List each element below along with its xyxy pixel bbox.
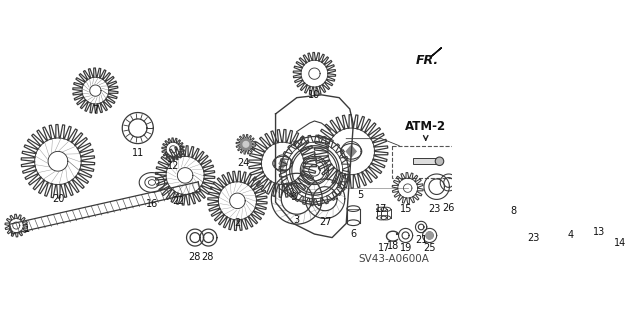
Text: 20: 20 — [52, 194, 64, 204]
Text: 19: 19 — [399, 243, 412, 253]
Text: 28: 28 — [202, 252, 214, 262]
Text: 11: 11 — [132, 148, 144, 158]
Text: 17: 17 — [378, 243, 390, 253]
Text: 9: 9 — [290, 192, 296, 202]
Text: 6: 6 — [350, 229, 356, 239]
Text: 26: 26 — [442, 203, 455, 213]
Text: 23: 23 — [428, 204, 441, 214]
Polygon shape — [426, 232, 433, 239]
Text: 14: 14 — [614, 238, 627, 248]
Text: 1: 1 — [24, 224, 30, 234]
Text: 8: 8 — [510, 206, 516, 216]
Text: FR.: FR. — [415, 55, 438, 67]
Text: 28: 28 — [188, 252, 200, 262]
Text: 18: 18 — [387, 241, 399, 251]
Text: 5: 5 — [357, 190, 364, 200]
Text: 2: 2 — [234, 219, 241, 228]
Text: 25: 25 — [423, 243, 436, 253]
Bar — [392, 146, 460, 177]
Text: 16: 16 — [146, 199, 158, 209]
Text: SV43-A0600A: SV43-A0600A — [359, 255, 429, 264]
Ellipse shape — [435, 157, 444, 166]
Text: 13: 13 — [593, 227, 605, 237]
Text: 24: 24 — [237, 159, 250, 168]
Text: 3: 3 — [294, 215, 300, 225]
Text: 15: 15 — [400, 204, 412, 214]
Polygon shape — [279, 159, 286, 168]
Text: ATM-2: ATM-2 — [405, 120, 446, 133]
Text: 17: 17 — [376, 204, 388, 214]
Polygon shape — [240, 139, 252, 150]
Text: 4: 4 — [568, 230, 574, 240]
Text: 23: 23 — [527, 233, 540, 242]
Text: 21: 21 — [415, 235, 428, 245]
Polygon shape — [346, 146, 356, 157]
Polygon shape — [430, 48, 442, 57]
Text: 12: 12 — [167, 160, 179, 171]
Bar — [413, 159, 438, 164]
Text: 27: 27 — [319, 217, 332, 227]
Polygon shape — [243, 142, 249, 147]
Text: 10: 10 — [308, 90, 321, 100]
Text: 7: 7 — [92, 105, 99, 115]
Text: 22: 22 — [172, 196, 184, 206]
